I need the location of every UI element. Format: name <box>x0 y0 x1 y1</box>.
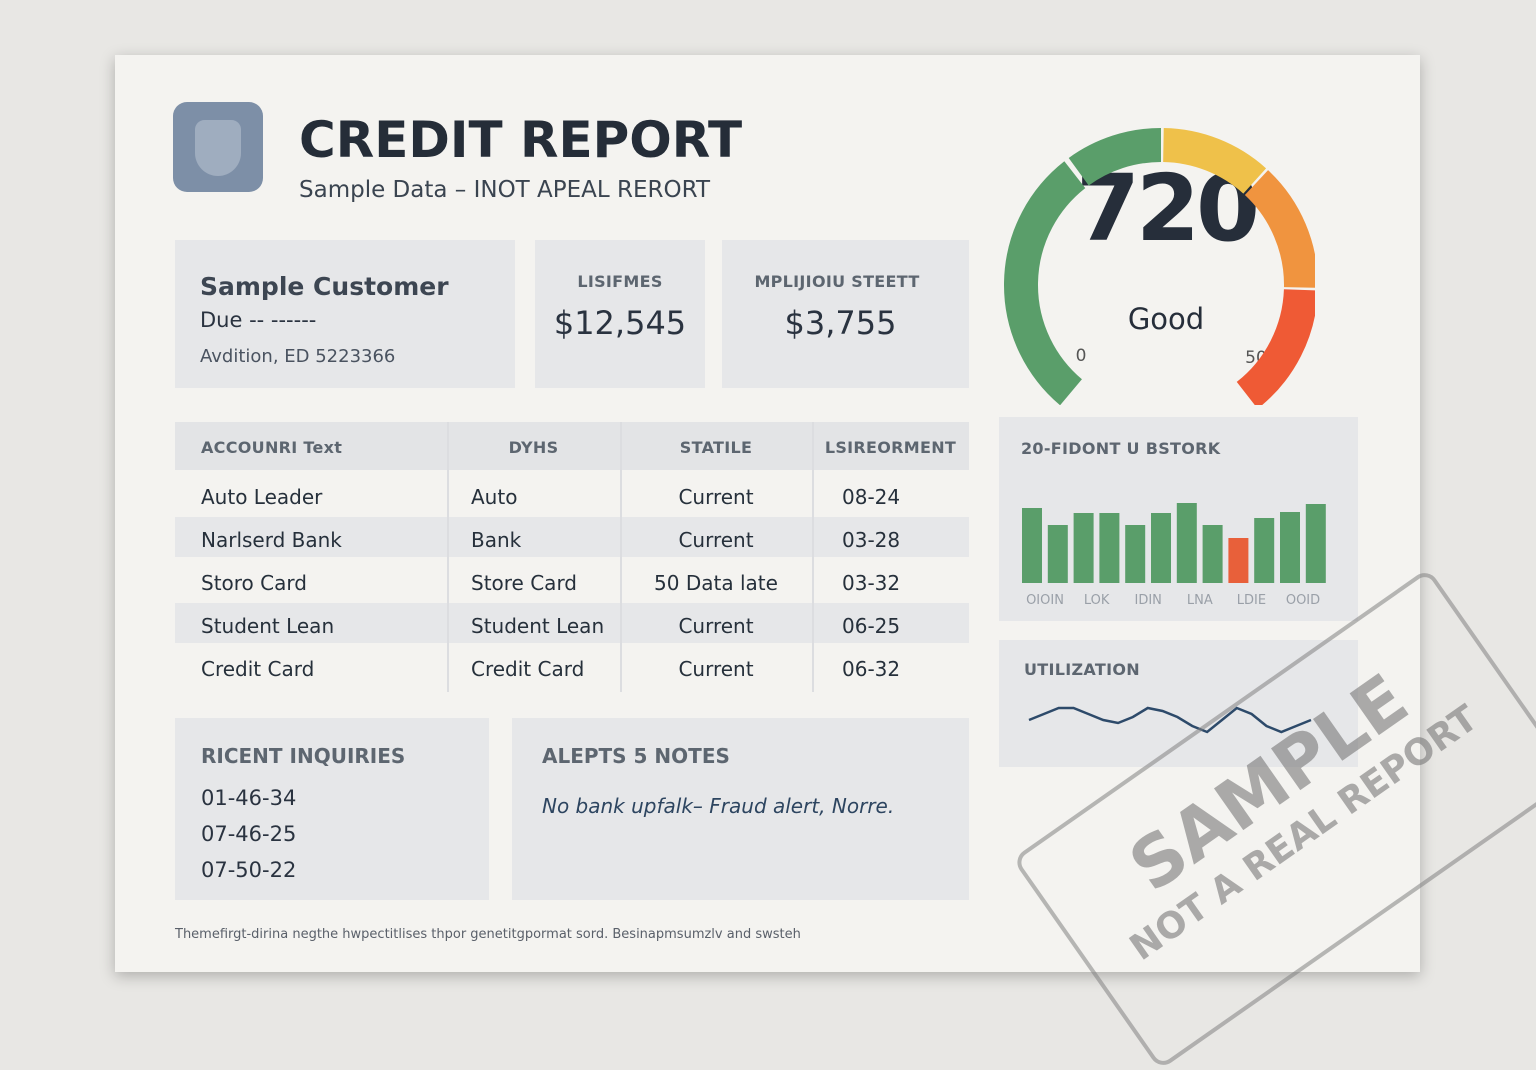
row-bg <box>175 517 969 557</box>
table-cell: Credit Card <box>201 657 315 681</box>
table-header: STATILE <box>679 438 753 457</box>
table-cell: Auto <box>471 485 518 509</box>
bar <box>1305 504 1326 583</box>
bar <box>1099 513 1120 583</box>
utilization-box: UTILIZATION <box>999 640 1358 767</box>
bar <box>1047 525 1068 583</box>
col-divider <box>812 422 814 692</box>
bar <box>1022 508 1042 583</box>
table-cell: Current <box>678 485 754 509</box>
table-cell: Narlserd Bank <box>201 528 342 552</box>
table-cell: 06-32 <box>842 657 901 681</box>
customer-due: Due -- ------ <box>200 308 317 332</box>
utilization-title: UTILIZATION <box>1024 660 1140 679</box>
table-cell: 50 Data late <box>654 571 778 595</box>
table-cell: Student Lean <box>471 614 605 638</box>
bar <box>1202 525 1223 583</box>
table-cell: 08-24 <box>842 485 901 509</box>
inquiries-title: RICENT INQUIRIES <box>201 744 406 768</box>
bar-label: OIOIN <box>1026 593 1064 608</box>
customer-address: Avdition, ED 5223366 <box>200 346 396 367</box>
bar-label: LDIE <box>1237 593 1266 608</box>
gauge-arc <box>1068 128 1162 186</box>
bar <box>1151 513 1171 583</box>
notes-title: ALEPTS 5 NOTES <box>542 744 730 768</box>
notes-text: No bank upfalk– Fraud alert, Norre. <box>542 794 895 818</box>
report-card: CREDIT REPORT Sample Data – INOT APEAL R… <box>115 55 1420 972</box>
logo <box>173 102 263 192</box>
table-header: ACCOUNRI Text <box>201 438 343 457</box>
subtitle: Sample Data – INOT APEAL RERORT <box>299 177 710 203</box>
bar <box>1125 525 1146 583</box>
page: CREDIT REPORT Sample Data – INOT APEAL R… <box>115 55 1536 1070</box>
table-cell: Current <box>678 528 754 552</box>
score-min: 0 <box>1076 346 1087 366</box>
stat-value: $3,755 <box>784 304 897 342</box>
col-divider <box>620 422 622 692</box>
row-bg <box>175 603 969 643</box>
bar <box>1073 513 1094 583</box>
utilization-line <box>1028 706 1312 734</box>
table-header: LSIREORMENT <box>824 438 957 457</box>
customer-box: Sample Customer Due -- ------ Avdition, … <box>175 240 515 388</box>
stat-label: MPLIJIOIU STEETT <box>754 272 920 291</box>
notes-box: ALEPTS 5 NOTES No bank upfalk– Fraud ale… <box>512 718 969 900</box>
table-cell: Credit Card <box>471 657 585 681</box>
table-cell: Bank <box>471 528 522 552</box>
table-cell: Store Card <box>471 571 578 595</box>
table-cell: Current <box>678 657 754 681</box>
table-cell: 03-32 <box>842 571 901 595</box>
table-cell: Storo Card <box>201 571 307 595</box>
inquiry: 01-46-34 <box>201 786 297 810</box>
history-chart: OIOIN LOK IDIN LNA LDIE OOID <box>1022 503 1326 608</box>
history-title: 20-FIDONT U BSTORK <box>1021 439 1221 458</box>
score-gauge: 720 Good 0 50 <box>1004 128 1315 405</box>
table-cell: 03-28 <box>842 528 901 552</box>
customer-name: Sample Customer <box>200 272 449 301</box>
gauge-arc <box>1244 170 1315 288</box>
table-header-bg <box>175 422 969 470</box>
table-cell: 06-25 <box>842 614 901 638</box>
bar <box>1254 518 1275 583</box>
accounts-table: ACCOUNRI Text DYHS STATILE LSIREORMENT Auto … <box>175 422 969 692</box>
gauge-arc <box>1236 288 1315 405</box>
footer: Themefirgt-dirina negthe hwpectitlises t… <box>175 927 801 942</box>
bar-label: LOK <box>1084 593 1110 608</box>
bar-label: IDIN <box>1134 593 1161 608</box>
inquiries-box: RICENT INQUIRIES 01-46-34 07-46-25 07-50… <box>175 718 489 900</box>
inquiry: 07-46-25 <box>201 822 297 846</box>
stat-box: MPLIJIOIU STEETT $3,755 <box>722 240 969 388</box>
inquiry: 07-50-22 <box>201 858 297 882</box>
stat-box: LISIFMES $12,545 <box>535 240 705 388</box>
gauge-arc <box>1162 128 1267 194</box>
title: CREDIT REPORT <box>299 111 743 169</box>
table-cell: Auto Leader <box>201 485 323 509</box>
table-cell: Current <box>678 614 754 638</box>
bar <box>1228 538 1249 583</box>
col-divider <box>447 422 449 692</box>
bar <box>1176 503 1197 583</box>
stat-value: $12,545 <box>553 304 687 342</box>
table-cell: Student Lean <box>201 614 335 638</box>
history-box: 20-FIDONT U BSTORK OIOIN LOK IDIN LNA LDIE OO… <box>999 417 1358 621</box>
bar-label: OOID <box>1286 593 1320 608</box>
score-rating: Good <box>1128 302 1204 336</box>
bar <box>1280 512 1300 583</box>
stat-label: LISIFMES <box>577 272 663 291</box>
utilization-chart <box>1028 706 1312 734</box>
bar-label: LNA <box>1187 593 1213 608</box>
gauge-arc <box>1004 161 1086 405</box>
table-header: DYHS <box>508 438 559 457</box>
